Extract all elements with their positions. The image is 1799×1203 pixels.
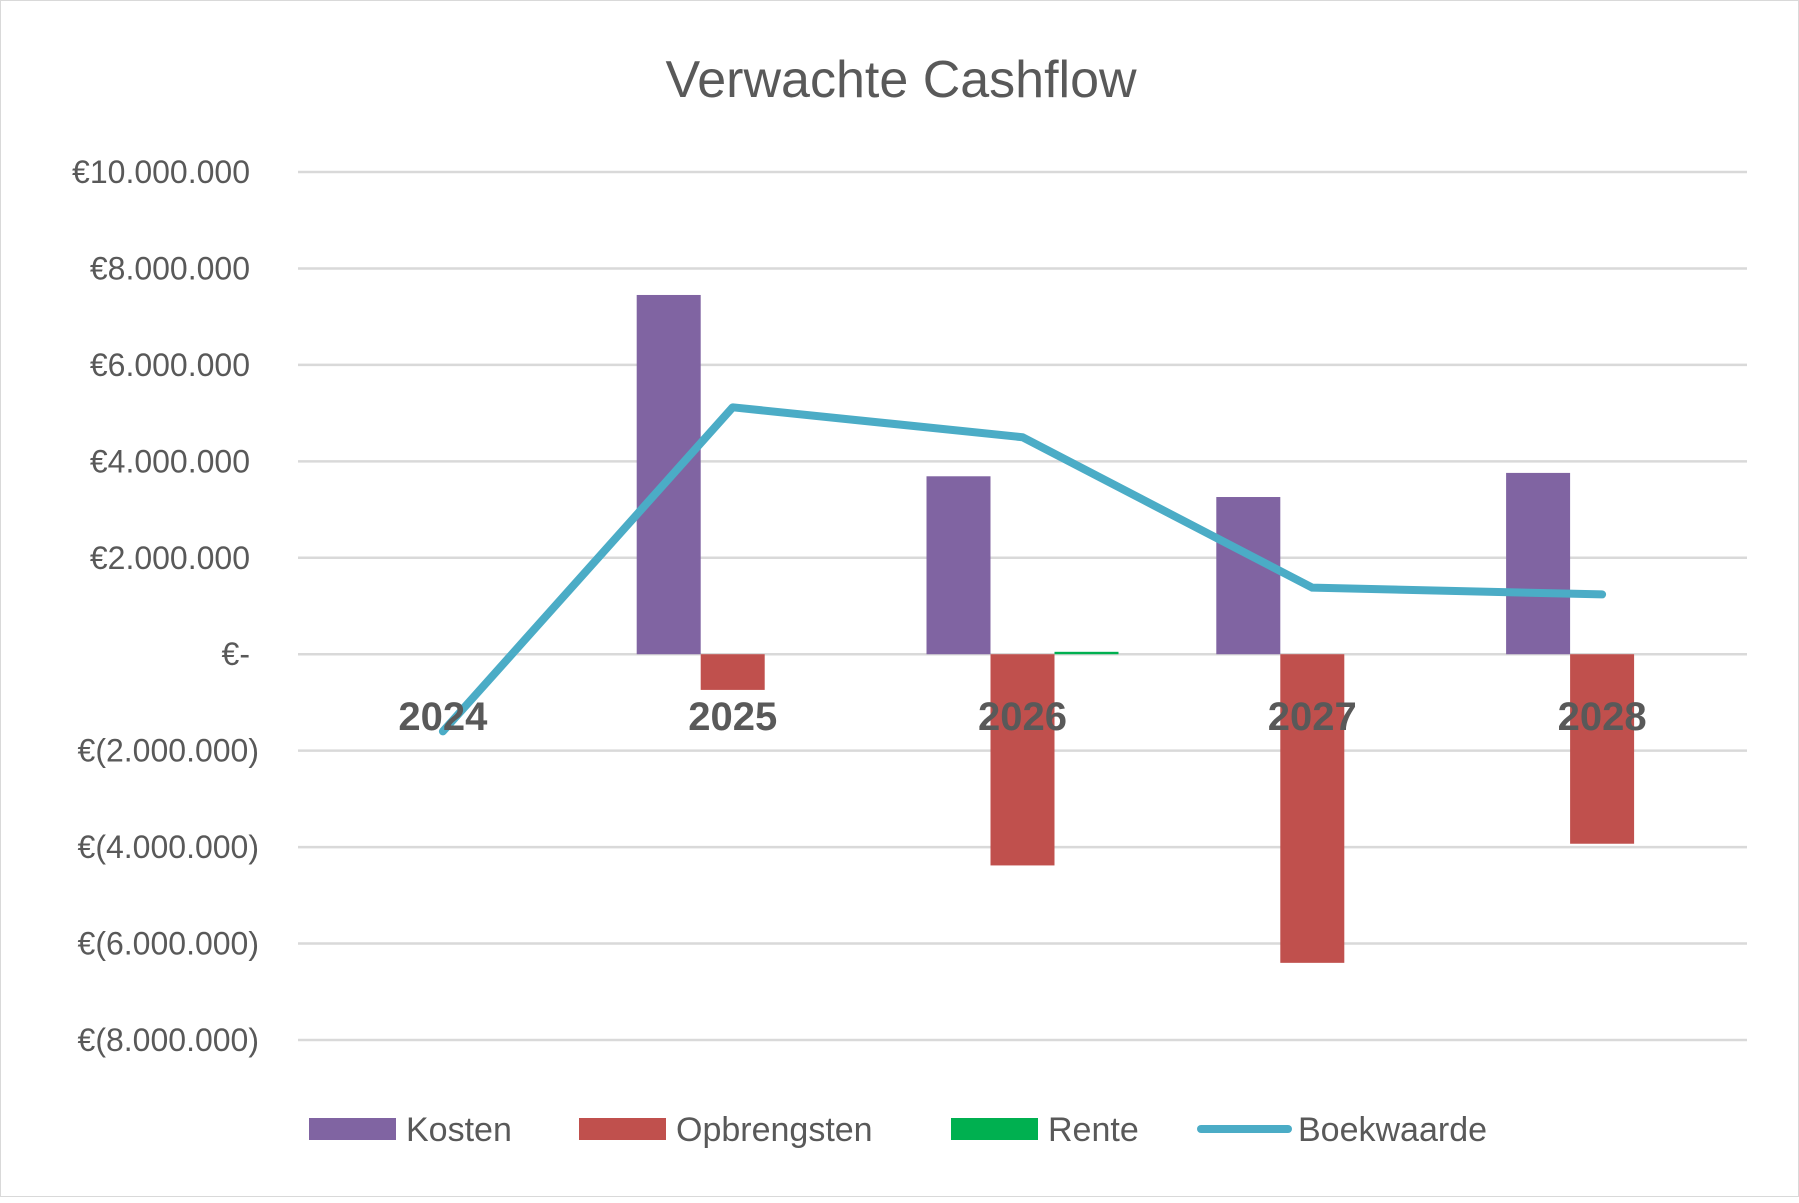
bar-kosten-2026 [927,476,991,654]
y-tick-label: €- [222,636,250,672]
bar-kosten-2027 [1216,497,1280,654]
y-tick-label: €4.000.000 [90,443,250,479]
legend-item-kosten: Kosten [309,1111,512,1149]
bar-opbrengsten-2026 [991,654,1055,865]
y-tick-label: €(6.000.000) [78,926,259,962]
chart-title: Verwachte Cashflow [665,51,1137,109]
legend-label: Rente [1048,1111,1139,1149]
y-axis-labels: €10.000.000 €8.000.000 €6.000.000 €4.000.00… [72,154,259,1058]
legend-item-opbrengsten: Opbrengsten [579,1111,873,1149]
y-tick-label: €10.000.000 [72,154,250,190]
y-tick-label: €(8.000.000) [78,1022,259,1058]
legend-item-boekwaarde: Boekwaarde [1201,1111,1487,1149]
x-tick-label: 2026 [978,695,1067,739]
legend-label: Boekwaarde [1298,1111,1487,1149]
legend-label: Kosten [406,1111,512,1149]
bar-rente-2026 [1055,652,1119,654]
x-tick-label: 2028 [1558,695,1647,739]
legend-label: Opbrengsten [676,1111,873,1149]
legend: Kosten Opbrengsten Rente Boekwaarde [309,1111,1487,1149]
x-axis-labels: 2024 2025 2026 2027 2028 [398,695,1646,739]
y-tick-label: €6.000.000 [90,347,250,383]
legend-swatch [579,1118,666,1140]
x-tick-label: 2027 [1268,695,1357,739]
y-tick-label: €(4.000.000) [78,829,259,865]
x-tick-label: 2025 [688,695,777,739]
bar-opbrengsten-2025 [701,654,765,690]
y-tick-label: €2.000.000 [90,540,250,576]
bar-opbrengsten-2028 [1570,654,1634,844]
x-tick-label: 2024 [398,695,488,739]
y-tick-label: €8.000.000 [90,250,250,286]
legend-item-rente: Rente [951,1111,1139,1149]
legend-swatch [309,1118,396,1140]
y-tick-label: €(2.000.000) [78,733,259,769]
bars [637,295,1634,963]
legend-swatch [951,1118,1038,1140]
bar-kosten-2028 [1506,473,1570,654]
